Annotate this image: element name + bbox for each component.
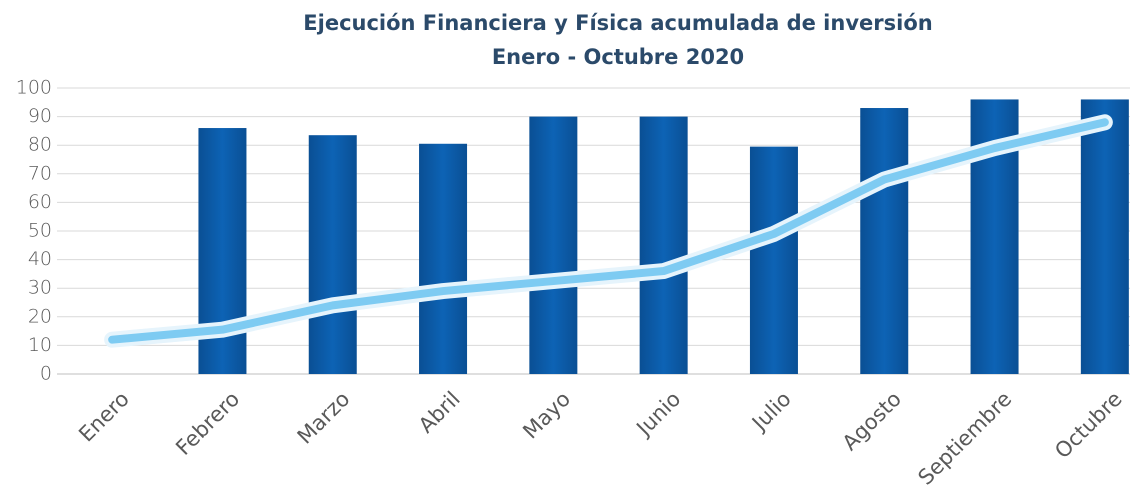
bar (860, 108, 909, 375)
x-tick-label: Septiembre (913, 387, 1016, 490)
y-tick-label: 40 (28, 248, 52, 270)
y-tick-label: 20 (28, 305, 52, 327)
x-tick-label: Febrero (171, 387, 244, 460)
x-tick-label: Enero (74, 387, 134, 447)
y-tick-label: 70 (28, 162, 52, 184)
bar (749, 146, 798, 374)
x-tick-label: Mayo (518, 387, 575, 444)
bar (308, 135, 357, 374)
bar (419, 143, 468, 374)
bar (529, 116, 578, 374)
x-tick-label: Agosto (838, 387, 906, 455)
y-tick-label: 30 (28, 277, 52, 299)
x-tick-label: Marzo (293, 387, 355, 449)
y-tick-label: 10 (28, 334, 52, 356)
x-tick-label: Octubre (1050, 387, 1126, 463)
y-tick-label: 100 (16, 77, 52, 99)
x-tick-label: Julio (746, 387, 796, 437)
bar (1080, 99, 1129, 374)
y-tick-label: 0 (40, 363, 52, 385)
y-tick-label: 50 (28, 220, 52, 242)
y-tick-label: 80 (28, 134, 52, 156)
y-tick-label: 60 (28, 191, 52, 213)
y-tick-label: 90 (28, 105, 52, 127)
x-tick-label: Junio (631, 387, 686, 442)
x-tick-label: Abril (414, 387, 465, 438)
bar (639, 116, 688, 374)
chart-title: Ejecución Financiera y Física acumulada … (303, 11, 932, 35)
line (108, 118, 1109, 344)
chart-subtitle: Enero - Octubre 2020 (492, 45, 744, 69)
